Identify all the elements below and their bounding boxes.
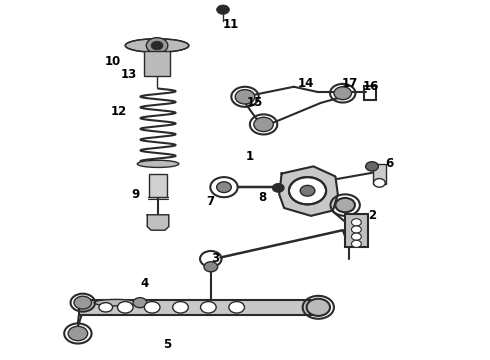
Circle shape [254,117,273,132]
Text: 8: 8 [258,192,266,204]
Ellipse shape [137,160,179,167]
Text: 15: 15 [246,96,263,109]
Circle shape [289,177,326,204]
Polygon shape [147,215,169,230]
Text: 10: 10 [105,55,121,68]
Text: 4: 4 [141,278,149,291]
Text: 7: 7 [207,195,215,208]
Circle shape [68,326,88,341]
Circle shape [235,90,255,104]
Ellipse shape [94,300,138,306]
Circle shape [300,185,315,196]
Circle shape [272,184,284,192]
Ellipse shape [218,7,228,13]
Circle shape [145,302,160,313]
Text: 11: 11 [222,18,239,31]
Polygon shape [279,166,338,216]
Circle shape [366,162,378,171]
Circle shape [118,302,133,313]
Circle shape [373,179,385,187]
Text: 13: 13 [121,68,137,81]
Bar [79,300,323,315]
Bar [344,214,368,247]
Text: 16: 16 [363,80,379,93]
Text: 5: 5 [163,338,171,351]
Circle shape [351,226,361,233]
Circle shape [307,299,330,316]
Text: 12: 12 [111,105,127,118]
Ellipse shape [99,303,113,312]
Circle shape [151,41,163,50]
Circle shape [147,38,168,53]
Ellipse shape [125,39,189,52]
Text: 9: 9 [131,188,139,201]
Circle shape [335,198,355,212]
Text: 14: 14 [298,77,314,90]
Text: 1: 1 [246,150,254,163]
Circle shape [217,182,231,193]
Circle shape [217,5,229,14]
Circle shape [74,296,92,309]
Circle shape [334,87,351,100]
Circle shape [172,302,188,313]
Bar [364,86,376,100]
Bar [144,51,171,76]
Circle shape [133,298,147,308]
Text: 6: 6 [385,157,393,170]
Circle shape [351,219,361,226]
Bar [149,174,167,197]
Circle shape [200,302,216,313]
Circle shape [204,262,218,272]
Text: 17: 17 [342,77,358,90]
Bar [372,164,386,184]
Circle shape [229,302,245,313]
Circle shape [351,240,361,247]
Text: 3: 3 [212,252,220,265]
Text: 2: 2 [368,210,376,222]
Circle shape [351,233,361,240]
